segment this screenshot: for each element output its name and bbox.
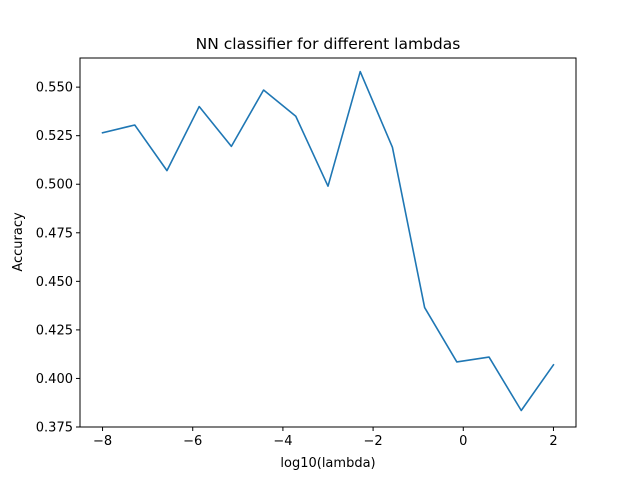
y-tick-label: 0.525 — [36, 129, 73, 144]
plot-frame — [79, 57, 577, 428]
y-axis-ticks: 0.375 0.400 0.425 0.450 0.475 0.500 0.525 0.550 — [36, 81, 80, 436]
x-axis-label: log10(lambda) — [280, 456, 375, 471]
x-tick-label: −8 — [93, 434, 112, 449]
plot-area — [80, 58, 576, 427]
x-tick-label: −2 — [364, 434, 383, 449]
y-tick-label: 0.450 — [36, 275, 73, 290]
y-tick-label: 0.425 — [36, 323, 73, 338]
x-tick-label: −4 — [273, 434, 292, 449]
x-tick-label: 0 — [459, 434, 467, 449]
x-tick-label: −6 — [183, 434, 202, 449]
y-tick-label: 0.550 — [36, 81, 73, 96]
chart-title: NN classifier for different lambdas — [196, 35, 461, 53]
y-tick-label: 0.375 — [36, 421, 73, 436]
y-tick-label: 0.500 — [36, 178, 73, 193]
y-axis-label: Accuracy — [11, 212, 26, 272]
x-axis-ticks: −8 −6 −4 −2 0 2 — [93, 427, 558, 449]
series-line-0 — [101, 70, 555, 412]
series-layer — [101, 70, 555, 412]
y-tick-label: 0.475 — [36, 226, 73, 241]
x-tick-label: 2 — [549, 434, 557, 449]
y-tick-label: 0.400 — [36, 372, 73, 387]
